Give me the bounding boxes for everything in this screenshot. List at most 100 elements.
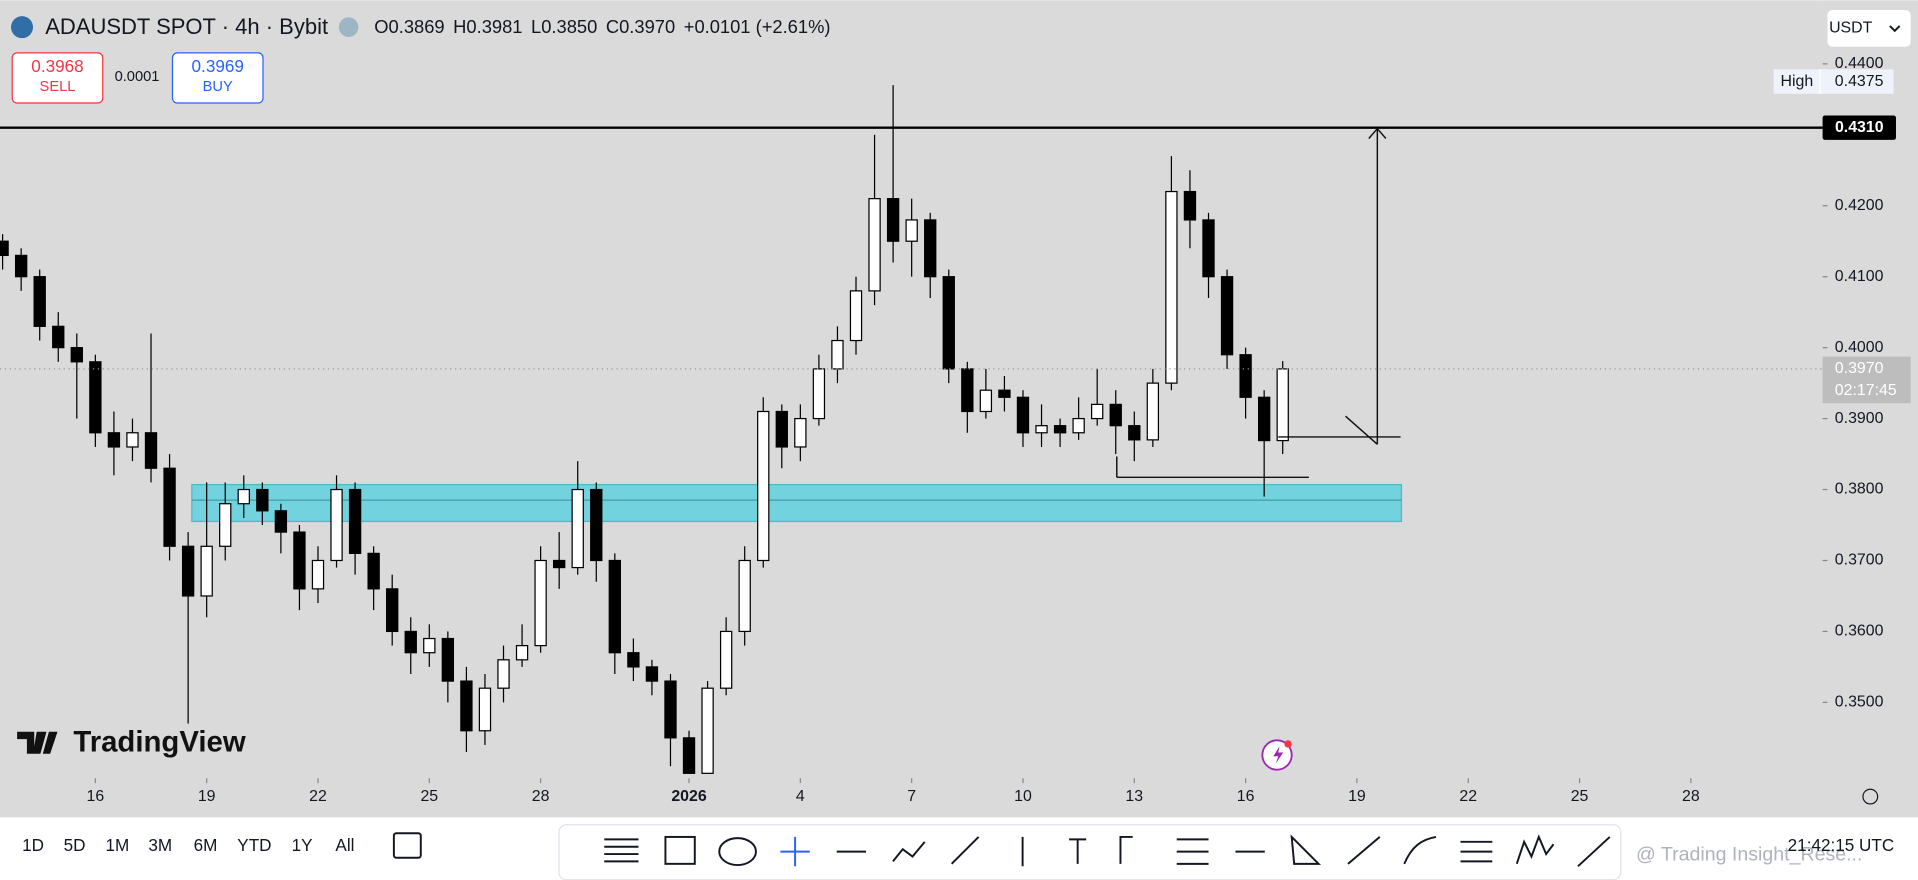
y-tick-label: 0.3900	[1835, 410, 1884, 427]
candle-body	[849, 290, 863, 342]
candle-body	[1220, 276, 1234, 356]
tool-rect[interactable]	[664, 835, 696, 865]
candle-body	[497, 659, 510, 689]
candle-body	[979, 389, 993, 413]
level-label-bg	[1822, 115, 1896, 140]
candle-body	[237, 488, 250, 505]
ohlc-legend: O0.3869 H0.3981 L0.3850 C0.3970 +0.0101 (+2.…	[374, 16, 830, 37]
candle-body	[311, 559, 325, 590]
tool-more[interactable]	[1515, 834, 1611, 868]
x-tick-label: 25	[420, 788, 438, 805]
date-range-icon[interactable]	[392, 832, 422, 859]
candle-body	[886, 198, 900, 242]
candle-body	[719, 630, 733, 689]
candle-body	[1072, 417, 1085, 434]
x-tick-label: 25	[1571, 788, 1589, 805]
currency-select[interactable]	[1827, 10, 1911, 47]
candle-body	[293, 531, 306, 590]
plot	[0, 85, 1823, 774]
clock: 21:42:15 UTC	[1788, 836, 1895, 855]
candle-body	[14, 254, 28, 278]
candle-body	[664, 680, 677, 739]
candle-body	[812, 368, 826, 420]
candle-body	[998, 389, 1011, 398]
candle-body	[274, 510, 288, 533]
support-zone	[191, 483, 1403, 523]
candle-body	[831, 339, 844, 370]
candle-body	[1091, 403, 1104, 420]
candle-body	[219, 503, 232, 547]
candle-body	[70, 347, 83, 363]
candle-body	[942, 276, 955, 370]
tool-cross[interactable]	[780, 836, 810, 867]
candle-body	[1276, 368, 1289, 442]
x-tick-label: 7	[907, 788, 916, 805]
period-button[interactable]: 3M	[148, 836, 172, 855]
tool-ellipse[interactable]	[718, 837, 757, 867]
ohlc-value: C0.3970	[606, 16, 675, 37]
candle-body	[126, 432, 139, 448]
candle-body	[404, 630, 417, 654]
candle-body	[348, 488, 362, 554]
candle-body	[1128, 425, 1141, 441]
x-tick-label: 4	[796, 788, 805, 805]
candle-body	[256, 488, 269, 512]
notification-dot	[1284, 740, 1292, 748]
candle-body	[1053, 425, 1067, 434]
countdown: 02:17:45	[1835, 382, 1897, 399]
candle-body	[794, 417, 807, 448]
level-label: 0.4310	[1835, 119, 1884, 136]
period-button[interactable]: YTD	[237, 836, 271, 855]
exchange-logo	[338, 17, 359, 37]
period-button[interactable]: 1D	[22, 836, 44, 855]
tool-misc[interactable]	[1069, 835, 1265, 865]
drawings	[1116, 127, 1401, 479]
arrow-head	[1368, 127, 1387, 139]
high-marker-label: 0.4375	[1835, 73, 1884, 90]
x-tick-label: 19	[198, 788, 216, 805]
tool-lines[interactable]	[604, 838, 639, 863]
period-button[interactable]: 6M	[194, 836, 218, 855]
x-tick-label: 2026	[671, 788, 707, 805]
last-price-label: 0.3970	[1835, 360, 1884, 377]
y-tick-label: 0.4100	[1835, 268, 1884, 285]
tool-patterns[interactable]	[1290, 834, 1493, 865]
buy-price: 0.3969	[192, 57, 244, 76]
candle-body	[386, 588, 399, 633]
ohlc-value: H0.3981	[453, 16, 522, 37]
candle-body	[163, 467, 176, 547]
y-tick-label: 0.3700	[1835, 552, 1884, 569]
sell-button[interactable]	[11, 52, 104, 104]
period-button[interactable]: All	[335, 836, 354, 855]
currency: USDT	[1829, 20, 1873, 37]
candle-body	[200, 545, 213, 597]
y-tick-label: 0.3500	[1835, 694, 1884, 711]
period-button[interactable]: 1M	[106, 836, 130, 855]
buy-button[interactable]	[171, 52, 264, 104]
candle-body	[571, 488, 584, 569]
watermark: TradingView	[73, 726, 245, 759]
period-button[interactable]: 5D	[64, 836, 86, 855]
tv-logo	[17, 731, 58, 754]
x-tick-label: 16	[1237, 788, 1255, 805]
buy-label: BUY	[203, 79, 233, 95]
period-button[interactable]: 1Y	[292, 836, 314, 855]
x-tick-label: 22	[1459, 788, 1477, 805]
candle-body	[608, 559, 622, 654]
ohlc-value: +0.0101 (+2.61%)	[684, 16, 831, 37]
candle-body	[107, 432, 121, 448]
y-tick-label: 0.3600	[1835, 623, 1884, 640]
flash-bolt	[1273, 746, 1284, 764]
symbol: ADAUSDT SPOT · 4h · Bybit	[45, 14, 328, 39]
candle-body	[1035, 425, 1048, 434]
tool-trends[interactable]	[836, 836, 1024, 867]
candle-body	[441, 637, 455, 682]
candle-body	[52, 325, 65, 349]
x-tick-label: 19	[1348, 788, 1366, 805]
x-tick-label: 28	[1682, 788, 1700, 805]
settings-icon[interactable]	[1862, 788, 1879, 805]
ohlc-value: L0.3850	[531, 16, 597, 37]
x-tick-label: 28	[532, 788, 550, 805]
spread: 0.0001	[115, 69, 160, 85]
